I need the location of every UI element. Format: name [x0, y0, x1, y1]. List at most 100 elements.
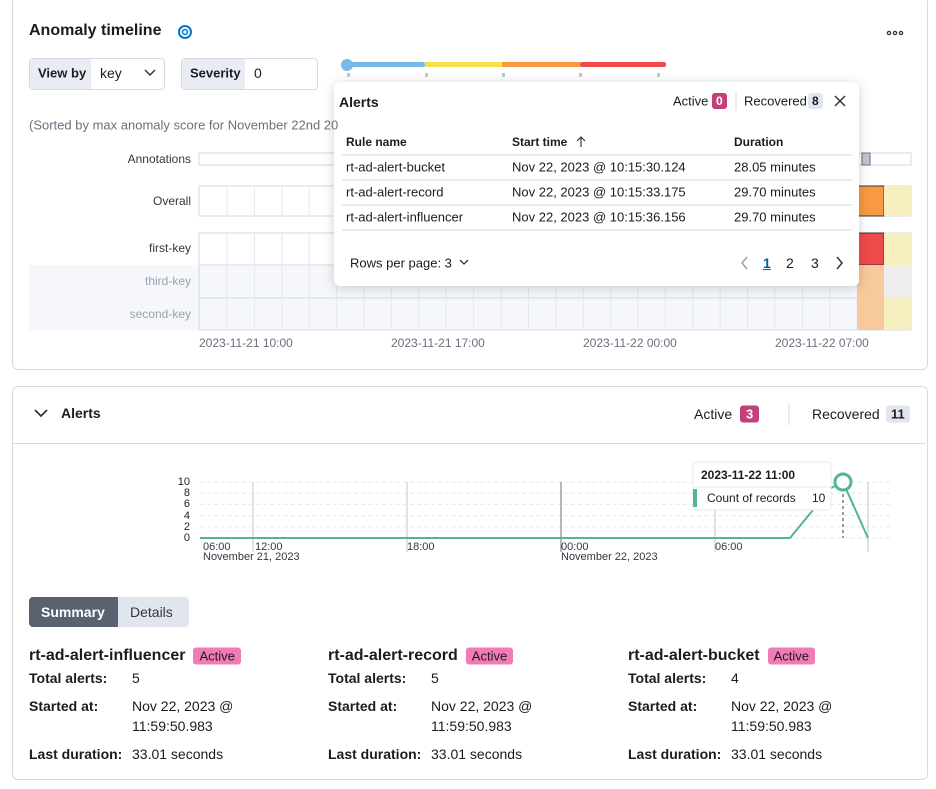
x-tick-label: 12:00 — [255, 541, 283, 553]
row-label: Annotations — [127, 152, 191, 166]
field-value: 4 — [731, 670, 739, 686]
heat-cell — [857, 298, 884, 330]
field-label: Last duration: — [328, 746, 422, 762]
field-value: 33.01 seconds — [431, 746, 523, 762]
field-value: 33.01 seconds — [731, 746, 823, 762]
x-tick-label: 18:00 — [407, 541, 435, 553]
cell: Nov 22, 2023 @ 10:15:33.175 — [512, 184, 686, 200]
annotation-marker — [861, 152, 871, 166]
tab-label[interactable]: Details — [130, 604, 173, 620]
rows-per-page[interactable]: Rows per page: 3 — [350, 255, 452, 271]
sev-tick — [657, 73, 660, 77]
active-label: Active — [694, 406, 733, 422]
field-value: Nov 22, 2023 @ — [132, 698, 234, 714]
x-tick-label: 06:00 — [203, 541, 231, 553]
active-count: 3 — [740, 405, 760, 423]
close-icon — [834, 95, 846, 107]
cell: rt-ad-alert-bucket — [346, 159, 445, 175]
page-link[interactable]: 3 — [811, 255, 819, 271]
severity-label: Severity — [190, 65, 241, 81]
sev-tick — [579, 73, 582, 77]
column-header: Start time — [512, 135, 568, 149]
rule-name: rt-ad-alert-bucket — [628, 647, 760, 664]
panel-title: Anomaly timeline — [29, 22, 162, 39]
severity-control[interactable] — [181, 58, 318, 90]
field-value: 5 — [431, 670, 439, 686]
date-label: November 21, 2023 — [203, 551, 300, 563]
severity-prepend — [182, 59, 245, 89]
popover-title: Alerts — [339, 94, 379, 110]
chevron — [144, 69, 156, 77]
x-tick-label: 00:00 — [561, 541, 589, 553]
recovered-label: Recovered — [744, 93, 807, 109]
rule-name: rt-ad-alert-record — [328, 647, 458, 664]
column-header: Duration — [734, 135, 784, 149]
sev-seg — [580, 62, 666, 67]
field-value: Nov 22, 2023 @ — [731, 698, 833, 714]
view-by-prepend — [30, 59, 91, 89]
field-value: 11:59:50.983 — [431, 718, 512, 734]
tooltip-value: 10 — [812, 491, 826, 505]
panel-title: Alerts — [61, 405, 101, 421]
sev-seg — [502, 62, 580, 67]
anomaly-panel — [12, 0, 928, 370]
tab-label[interactable]: Summary — [41, 604, 105, 620]
tooltip-title: 2023-11-22 11:00 — [701, 468, 796, 482]
cell: 29.70 minutes — [734, 209, 816, 225]
cell: Nov 22, 2023 @ 10:15:30.124 — [512, 159, 686, 175]
severity-value[interactable]: 0 — [254, 65, 262, 81]
chevron — [459, 259, 469, 265]
sev-tick — [425, 73, 428, 77]
view-by-value[interactable]: key — [100, 65, 122, 81]
x-label: 2023-11-21 10:00 — [199, 336, 293, 350]
divider — [13, 443, 926, 444]
status-badge: Active — [193, 647, 241, 665]
x-label: 2023-11-22 00:00 — [583, 336, 677, 350]
sort-arrow — [576, 136, 586, 147]
heat-cell — [884, 186, 911, 216]
active-count: 0 — [712, 93, 727, 109]
help-icon-inner — [181, 28, 189, 36]
tooltip — [692, 461, 832, 511]
cell: Nov 22, 2023 @ 10:15:36.156 — [512, 209, 686, 225]
field-label: Started at: — [628, 698, 698, 714]
y-tick-label: 8 — [183, 487, 190, 500]
page-link[interactable]: 2 — [786, 255, 794, 271]
tab-details[interactable] — [118, 597, 189, 627]
recovered-label: Recovered — [812, 406, 880, 422]
field-value: Nov 22, 2023 @ — [431, 698, 533, 714]
y-tick-label: 4 — [183, 509, 190, 522]
help-icon — [178, 25, 192, 39]
page-link[interactable]: 1 — [763, 255, 771, 271]
heat-cell — [884, 298, 911, 330]
heat-cell — [857, 265, 884, 298]
y-tick-label: 0 — [183, 532, 190, 544]
recovered-count: 11 — [886, 405, 910, 423]
view-by-label: View by — [38, 65, 87, 81]
field-value: 5 — [132, 670, 140, 686]
tab-summary[interactable] — [29, 597, 118, 627]
x-tick-label: 06:00 — [715, 541, 743, 553]
cell: 29.70 minutes — [734, 184, 816, 200]
x-label: 2023-11-21 17:00 — [391, 336, 485, 350]
collapse-chevron — [34, 409, 48, 418]
row-label: Overall — [152, 194, 191, 208]
column-header: Rule name — [346, 135, 407, 149]
y-tick-label: 2 — [183, 520, 190, 533]
peak-point — [833, 472, 853, 492]
status-badge: Active — [767, 647, 815, 665]
row-label: first-key — [149, 241, 191, 255]
heat-cell — [884, 233, 911, 265]
sev-seg — [350, 62, 425, 67]
field-label: Started at: — [29, 698, 99, 714]
cell: rt-ad-alert-influencer — [346, 209, 464, 225]
tooltip-label: Count of records — [707, 491, 796, 505]
field-label: Total alerts: — [328, 670, 407, 686]
row-label: second-key — [129, 307, 191, 321]
menu-dot — [892, 30, 898, 36]
date-label: November 22, 2023 — [561, 551, 658, 563]
field-value: 33.01 seconds — [132, 746, 224, 762]
sev-seg — [425, 62, 502, 67]
